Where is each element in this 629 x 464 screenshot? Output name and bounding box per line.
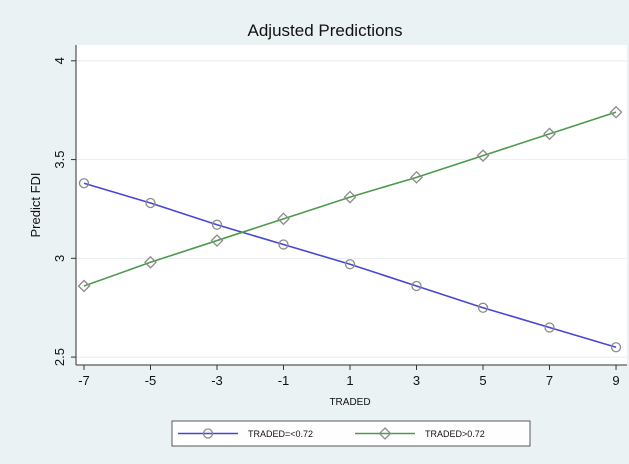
x-tick-label: 5 bbox=[479, 373, 486, 388]
marker bbox=[543, 127, 556, 141]
marker bbox=[278, 239, 289, 250]
y-tick-label: 4 bbox=[52, 57, 67, 64]
marker bbox=[144, 255, 157, 269]
x-tick-label: -7 bbox=[78, 373, 90, 388]
marker bbox=[477, 302, 489, 313]
marker bbox=[378, 427, 392, 440]
marker bbox=[77, 279, 91, 293]
y-tick-label: 3.5 bbox=[52, 151, 67, 169]
marker bbox=[476, 149, 490, 163]
marker bbox=[609, 105, 623, 119]
marker bbox=[277, 212, 290, 226]
marker bbox=[544, 322, 555, 333]
marker bbox=[343, 190, 357, 204]
marker bbox=[410, 170, 423, 184]
chart-title: Adjusted Predictions bbox=[248, 21, 403, 40]
plot-area bbox=[76, 45, 627, 365]
y-tick-label: 3 bbox=[52, 255, 67, 262]
marker bbox=[411, 280, 422, 292]
x-axis-label: TRADED bbox=[329, 397, 370, 408]
marker bbox=[202, 428, 214, 439]
y-axis-label: Predict FDI bbox=[28, 172, 43, 237]
marker bbox=[78, 178, 90, 189]
legend-label: TRADED>0.72 bbox=[425, 429, 485, 439]
x-tick-label: 3 bbox=[413, 373, 420, 388]
x-tick-label: -3 bbox=[211, 373, 223, 388]
marker bbox=[210, 234, 224, 247]
x-tick-label: 7 bbox=[546, 373, 553, 388]
series-line bbox=[83, 111, 617, 287]
marker bbox=[211, 219, 223, 230]
marker bbox=[145, 197, 156, 209]
y-tick-label: 2.5 bbox=[52, 348, 67, 366]
marker bbox=[344, 259, 356, 270]
marker bbox=[610, 342, 622, 353]
x-tick-label: 1 bbox=[346, 373, 353, 388]
x-tick-label: -1 bbox=[278, 373, 290, 388]
series-line bbox=[83, 182, 617, 348]
x-tick-label: 9 bbox=[612, 373, 619, 388]
legend-label: TRADED=<0.72 bbox=[248, 429, 313, 439]
x-tick-label: -5 bbox=[145, 373, 157, 388]
